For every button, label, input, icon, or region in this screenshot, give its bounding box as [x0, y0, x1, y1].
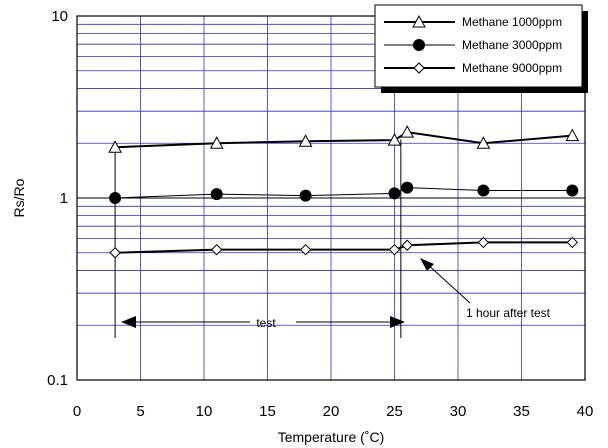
x-tick-label: 15: [259, 403, 276, 420]
data-point: [476, 136, 491, 149]
legend-item: Methane 9000ppm: [384, 61, 562, 75]
x-tick-label: 40: [577, 403, 594, 420]
legend-marker: [413, 39, 425, 51]
legend-label: Methane 9000ppm: [462, 61, 562, 75]
legend: Methane 1000ppm Methane 3000ppm Methane 90…: [374, 4, 588, 93]
legend-box: [374, 4, 583, 88]
data-point: [566, 236, 579, 249]
x-tick-label: 35: [513, 403, 530, 420]
series-line: [115, 241, 573, 254]
y-tick-label: 1: [60, 190, 68, 207]
tick-labels: 0 5 10 15 20 25 30 35 40 0.1 1 10: [47, 8, 593, 420]
series-2: [109, 181, 579, 204]
y-tick-label: 10: [51, 8, 68, 25]
test-arrowhead-right: [390, 316, 405, 328]
data-point: [477, 184, 490, 197]
data-point: [210, 188, 223, 201]
data-point: [401, 181, 414, 194]
legend-label: Methane 3000ppm: [462, 38, 562, 52]
series-3: [109, 236, 579, 259]
test-annotation: test: [121, 316, 405, 330]
data-point: [400, 125, 415, 138]
y-tick-label: 0.1: [47, 372, 68, 389]
after-test-arrowhead: [420, 258, 434, 271]
after-test-label: 1 hour after test: [466, 306, 551, 320]
x-tick-label: 0: [73, 403, 81, 420]
legend-marker: [413, 62, 425, 74]
y-axis-label: Rs/Ro: [11, 178, 27, 217]
after-test-annotation: 1 hour after test: [420, 258, 551, 320]
test-arrowhead-left: [121, 316, 136, 328]
series-line: [115, 131, 573, 149]
legend-item: Methane 3000ppm: [384, 38, 562, 52]
data-point: [298, 134, 313, 147]
x-tick-label: 30: [450, 403, 467, 420]
plot-frame: [76, 15, 586, 381]
test-period-lines: [114, 139, 402, 338]
data-point: [109, 247, 121, 259]
x-tick-label: 10: [196, 403, 213, 420]
data-point: [387, 133, 402, 146]
series-1: [108, 125, 580, 153]
data-point: [388, 243, 401, 256]
data-point: [388, 187, 401, 200]
x-tick-label: 25: [386, 403, 403, 420]
data-point: [401, 239, 413, 251]
data-point: [299, 189, 312, 202]
test-label: test: [256, 316, 276, 330]
data-point: [566, 184, 579, 197]
data-point: [108, 140, 122, 153]
legend-label: Methane 1000ppm: [462, 15, 562, 29]
series-layer: [108, 125, 580, 259]
legend-item: Methane 1000ppm: [384, 14, 562, 29]
legend-marker: [412, 14, 426, 28]
data-point: [299, 243, 312, 256]
x-axis-label: Temperature (˚C): [278, 429, 385, 445]
data-point: [109, 192, 122, 204]
series-line: [115, 187, 573, 199]
x-tick-label: 5: [136, 403, 144, 420]
data-point: [565, 128, 580, 142]
x-tick-label: 20: [323, 403, 340, 420]
data-point: [209, 136, 224, 149]
after-test-arrow-line: [424, 261, 471, 304]
data-point: [210, 243, 223, 256]
data-point: [477, 236, 490, 249]
